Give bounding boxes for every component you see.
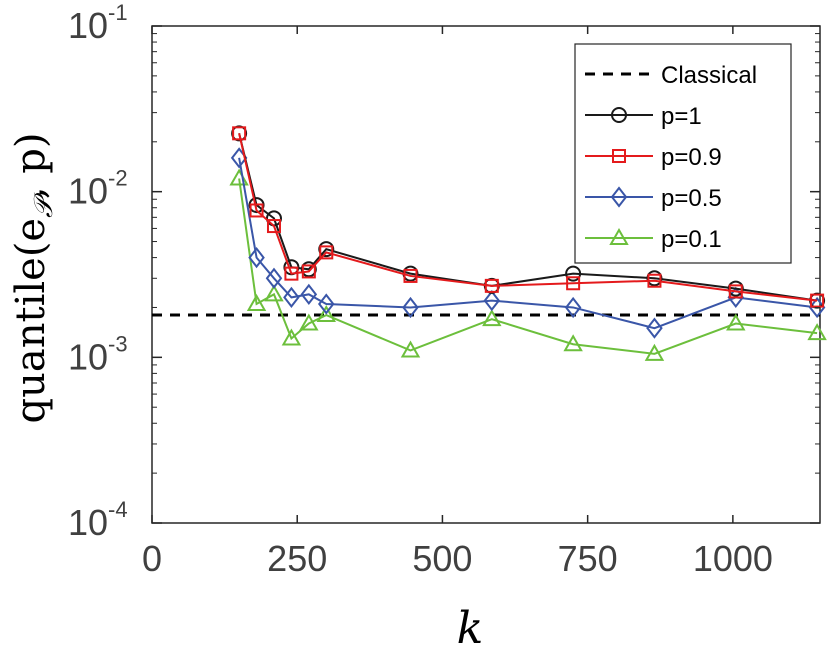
data-point <box>564 296 582 319</box>
x-tick-label: 0 <box>142 538 162 579</box>
data-point <box>300 283 318 305</box>
plot-frame <box>151 25 821 524</box>
data-point <box>319 245 334 260</box>
series-line <box>238 178 818 355</box>
y-tick-label: 10-1 <box>68 0 128 46</box>
series-line <box>238 157 818 330</box>
series-p=0.1 <box>229 168 827 361</box>
x-axis-ticks: 0 250 500 750 1000 <box>142 26 773 579</box>
legend-marker <box>612 149 626 163</box>
data-point <box>484 278 499 293</box>
series-line <box>238 133 818 302</box>
legend-entry: p=1 <box>585 103 702 130</box>
legend-marker <box>610 186 628 208</box>
data-point <box>644 343 665 361</box>
data-point <box>403 268 418 283</box>
legend-entry: p=0.1 <box>585 226 722 253</box>
y-axis-label-tail: , p) <box>8 133 54 200</box>
data-point <box>402 296 419 319</box>
data-point <box>249 203 264 218</box>
x-axis-label: k <box>457 603 484 654</box>
y-tick-base: 10 <box>68 5 108 46</box>
data-point <box>807 323 827 341</box>
data-point <box>264 284 284 302</box>
data-point <box>317 293 335 315</box>
data-point <box>301 264 316 279</box>
y-tick-label: 10-3 <box>68 331 128 377</box>
y-tick-exponent: -4 <box>108 497 128 522</box>
data-point <box>810 293 825 308</box>
legend: Classical p=1 p=0.9 p=0.5 p=0.1 <box>574 43 792 264</box>
data-point <box>726 313 746 331</box>
legend-label: p=0.9 <box>661 144 722 171</box>
series-line <box>238 133 818 302</box>
legend-marker <box>609 227 629 245</box>
x-tick-label: 750 <box>558 538 618 579</box>
data-point <box>281 328 302 346</box>
data-point <box>283 286 300 309</box>
legend-box <box>574 43 792 264</box>
y-tick-base: 10 <box>68 171 108 212</box>
y-axis-ticks: 10-410-310-210-1 <box>68 0 820 543</box>
data-point <box>565 265 582 282</box>
y-axis-label-main: quantile(e <box>8 218 54 424</box>
data-point <box>566 276 581 291</box>
legend-entry: Classical <box>585 62 757 89</box>
data-point <box>232 126 247 141</box>
y-axis-label: quantile(e𝒫, p) <box>8 133 59 424</box>
legend-label: Classical <box>661 62 757 89</box>
data-point <box>728 284 743 299</box>
y-tick-label: 10-4 <box>68 497 128 543</box>
data-point <box>483 289 501 312</box>
y-tick-label: 10-2 <box>68 166 128 212</box>
y-tick-base: 10 <box>68 502 108 543</box>
data-point <box>299 313 319 331</box>
legend-label: p=0.1 <box>661 226 722 253</box>
data-point <box>647 273 662 288</box>
data-point <box>284 266 299 281</box>
legend-entry: p=0.5 <box>585 185 722 212</box>
y-tick-exponent: -3 <box>108 331 128 356</box>
series-layer <box>229 125 827 361</box>
data-point <box>646 317 663 339</box>
series-p=0.9 <box>232 126 825 308</box>
data-point <box>265 267 283 289</box>
data-point <box>316 305 336 323</box>
data-point <box>400 340 421 358</box>
data-point <box>482 309 502 327</box>
y-tick-exponent: -2 <box>108 166 128 191</box>
y-tick-exponent: -1 <box>108 0 128 25</box>
data-point <box>563 334 583 352</box>
data-point <box>248 246 265 269</box>
x-tick-label: 500 <box>412 538 472 579</box>
data-point <box>266 219 281 234</box>
data-point <box>246 293 267 311</box>
legend-label: p=1 <box>661 103 702 130</box>
legend-entry: p=0.9 <box>585 144 722 171</box>
y-tick-base: 10 <box>68 336 108 377</box>
x-tick-label: 250 <box>267 538 327 579</box>
x-tick-label: 1000 <box>693 538 773 579</box>
legend-marker <box>611 107 627 123</box>
plot-area-border <box>151 25 821 524</box>
legend-label: p=0.5 <box>661 185 722 212</box>
